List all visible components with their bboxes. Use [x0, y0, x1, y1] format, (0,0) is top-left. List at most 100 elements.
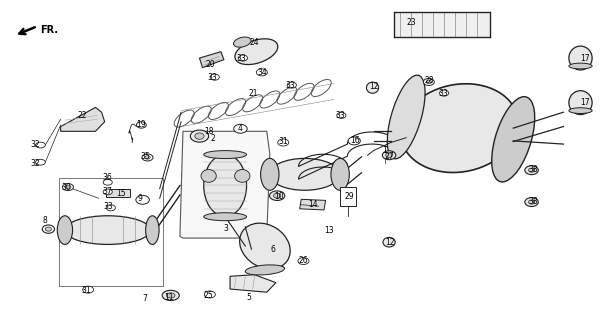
Text: 36: 36 — [102, 173, 112, 182]
Polygon shape — [180, 131, 270, 238]
Text: 32: 32 — [31, 140, 40, 148]
Ellipse shape — [348, 137, 360, 145]
Text: 19: 19 — [137, 120, 146, 130]
Ellipse shape — [426, 80, 432, 84]
Ellipse shape — [234, 124, 247, 133]
Text: 24: 24 — [249, 38, 259, 47]
Text: 32: 32 — [31, 159, 40, 168]
Text: 10: 10 — [274, 192, 284, 201]
Ellipse shape — [261, 158, 279, 190]
Polygon shape — [61, 108, 105, 131]
Ellipse shape — [569, 46, 592, 70]
Ellipse shape — [210, 74, 219, 80]
Ellipse shape — [145, 156, 150, 159]
Ellipse shape — [83, 286, 94, 293]
Text: 21: 21 — [248, 89, 258, 98]
Text: 6: 6 — [270, 245, 275, 254]
Ellipse shape — [492, 97, 535, 182]
Ellipse shape — [383, 237, 395, 247]
Ellipse shape — [298, 258, 309, 265]
Text: 15: 15 — [116, 189, 126, 198]
Ellipse shape — [273, 193, 281, 198]
Ellipse shape — [103, 180, 112, 185]
Ellipse shape — [440, 90, 449, 96]
Text: 8: 8 — [43, 216, 48, 225]
Polygon shape — [199, 52, 224, 68]
Ellipse shape — [167, 293, 175, 298]
Text: 22: 22 — [77, 111, 87, 120]
Text: 2: 2 — [210, 134, 215, 143]
Text: 13: 13 — [324, 226, 334, 235]
Ellipse shape — [190, 130, 208, 142]
Ellipse shape — [569, 91, 592, 115]
Ellipse shape — [240, 223, 290, 269]
Ellipse shape — [142, 154, 153, 161]
Text: 3: 3 — [223, 224, 228, 233]
Text: 33: 33 — [335, 111, 345, 120]
Ellipse shape — [528, 168, 535, 172]
Text: 5: 5 — [246, 292, 251, 301]
Text: FR.: FR. — [40, 25, 58, 35]
Text: 31: 31 — [278, 137, 288, 146]
Ellipse shape — [162, 290, 179, 300]
Text: 12: 12 — [386, 238, 395, 247]
Ellipse shape — [103, 189, 112, 195]
Ellipse shape — [245, 265, 284, 275]
Ellipse shape — [528, 200, 535, 204]
Text: 26: 26 — [299, 256, 308, 265]
Ellipse shape — [256, 69, 267, 76]
Ellipse shape — [204, 151, 246, 159]
Text: 33: 33 — [285, 81, 295, 90]
Ellipse shape — [136, 196, 150, 204]
Text: 25: 25 — [204, 291, 213, 300]
Text: 16: 16 — [351, 136, 360, 145]
Ellipse shape — [387, 75, 425, 159]
Ellipse shape — [201, 170, 216, 182]
Ellipse shape — [238, 55, 248, 61]
Ellipse shape — [195, 133, 204, 139]
Text: 1: 1 — [383, 146, 387, 155]
Ellipse shape — [204, 155, 246, 217]
Bar — [340, 187, 356, 206]
Ellipse shape — [63, 184, 74, 191]
Ellipse shape — [234, 37, 251, 47]
Text: 33: 33 — [104, 202, 113, 211]
Ellipse shape — [146, 216, 159, 244]
Bar — [300, 199, 326, 210]
Ellipse shape — [235, 39, 278, 65]
Ellipse shape — [278, 139, 289, 146]
Polygon shape — [230, 275, 276, 292]
Ellipse shape — [401, 84, 518, 172]
Text: 35: 35 — [141, 152, 151, 161]
Text: 30: 30 — [61, 183, 71, 192]
Ellipse shape — [204, 213, 246, 221]
Text: 12: 12 — [369, 82, 378, 91]
Polygon shape — [394, 12, 490, 37]
Ellipse shape — [235, 170, 250, 182]
Ellipse shape — [45, 227, 51, 231]
Text: 14: 14 — [308, 200, 318, 209]
Ellipse shape — [204, 291, 215, 298]
Text: 27: 27 — [384, 152, 394, 161]
Ellipse shape — [424, 78, 435, 85]
Text: 11: 11 — [164, 292, 173, 301]
Ellipse shape — [383, 151, 396, 160]
Text: 28: 28 — [424, 76, 433, 85]
Text: 7: 7 — [142, 294, 147, 303]
Text: 33: 33 — [438, 89, 447, 98]
Ellipse shape — [525, 166, 538, 175]
Text: 38: 38 — [528, 197, 538, 206]
Ellipse shape — [42, 225, 55, 233]
Text: 34: 34 — [257, 68, 267, 77]
Text: 33: 33 — [236, 53, 246, 62]
Ellipse shape — [525, 197, 538, 206]
Ellipse shape — [106, 205, 115, 211]
Bar — [106, 189, 131, 197]
Ellipse shape — [36, 142, 45, 148]
Ellipse shape — [36, 159, 45, 165]
Text: 4: 4 — [238, 124, 243, 132]
Text: 17: 17 — [580, 53, 590, 62]
Ellipse shape — [287, 82, 297, 88]
Text: 17: 17 — [580, 98, 590, 107]
Text: 9: 9 — [138, 194, 143, 203]
